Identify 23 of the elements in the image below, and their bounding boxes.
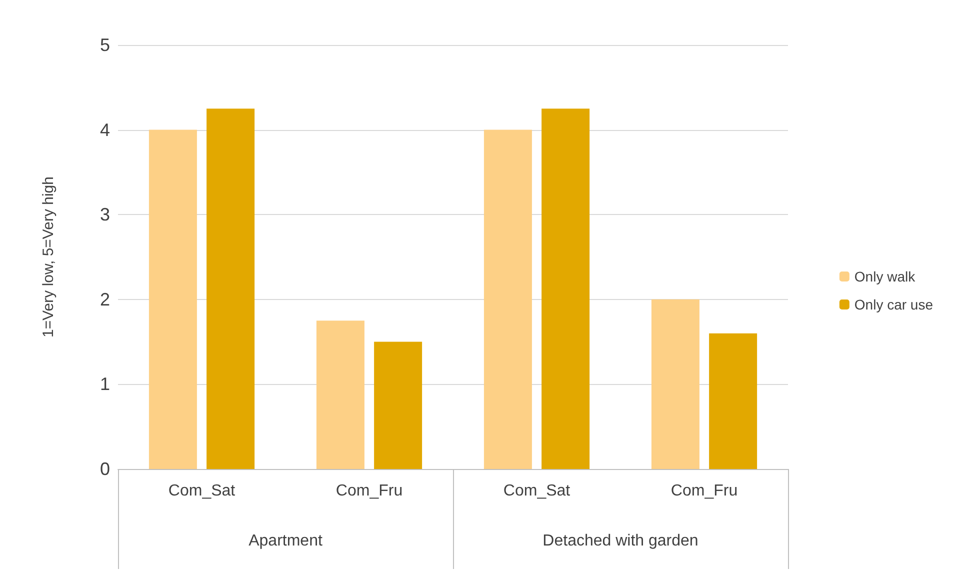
bar (651, 299, 700, 469)
bar (542, 108, 590, 469)
legend-label: Only walk (854, 268, 916, 284)
text: Apartment (248, 532, 323, 550)
text: Detached with garden (542, 532, 698, 550)
y-tick-label: 3 (100, 204, 110, 225)
bar (484, 130, 532, 469)
x-tick-label: Com_Fru (670, 482, 738, 500)
bar (374, 342, 422, 469)
bar (206, 108, 255, 469)
x-tick-label: Com_Sat (503, 482, 571, 500)
y-tick-label: 4 (100, 120, 110, 140)
y-tick-label: 5 (100, 35, 110, 55)
y-tick-label: 2 (100, 289, 110, 310)
bar (148, 130, 197, 469)
legend-label: Only car use (854, 296, 934, 312)
y-tick-label: 1 (100, 374, 110, 394)
y-axis-title: 1=Very low, 5=Very high (40, 176, 57, 338)
x-tick-label: Com_Sat (168, 482, 236, 500)
x-tick-label: Com_Fru (336, 482, 403, 500)
bar (709, 333, 758, 469)
bar (316, 320, 364, 469)
y-tick-label: 0 (100, 459, 110, 479)
